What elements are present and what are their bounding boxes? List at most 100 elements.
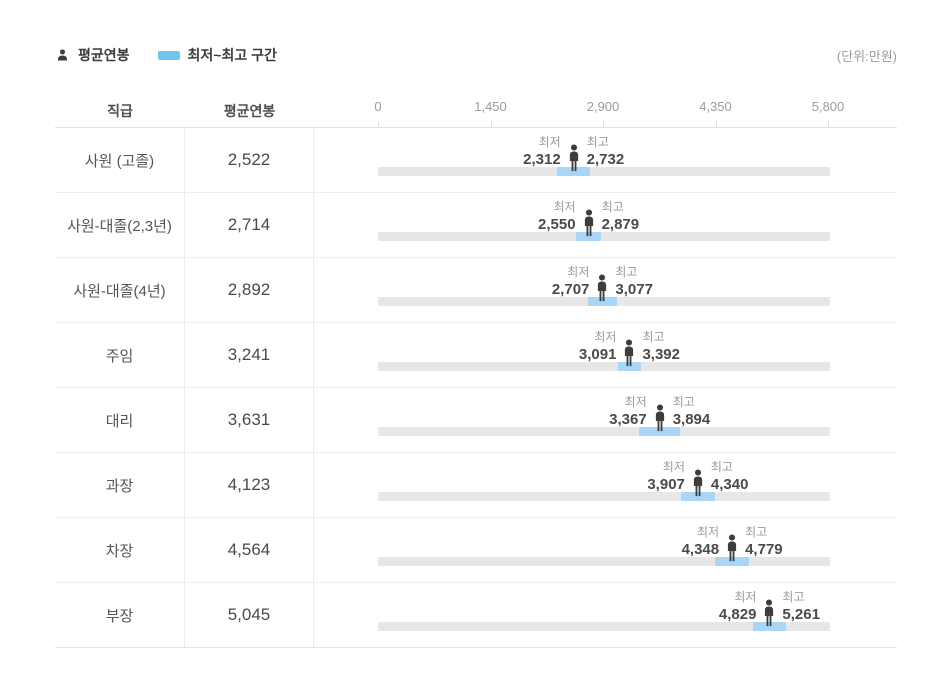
max-salary-group: 최고 5,261 [782, 590, 820, 624]
table-body: 사원 (고졸) 2,522 최저 2,312 최고 2,732 [55, 128, 897, 648]
axis-tick-mark [828, 122, 829, 127]
min-value: 2,312 [523, 151, 561, 168]
axis-tick-mark [378, 122, 379, 127]
range-chart-cell: 최저 2,550 최고 2,879 [314, 193, 897, 257]
table-row: 주임 3,241 최저 3,091 최고 3,392 [55, 323, 897, 388]
legend-range-item: 최저~최고 구간 [157, 45, 277, 65]
axis-tick-label: 2,900 [586, 99, 620, 114]
position-cell: 사원-대졸(2,3년) [55, 193, 185, 257]
axis-tick-label: 5,800 [811, 99, 845, 114]
range-chart-cell: 최저 4,829 최고 5,261 [314, 583, 897, 647]
avg-salary-value: 3,241 [227, 345, 271, 364]
range-swatch-icon [157, 50, 180, 60]
max-value: 2,879 [601, 216, 640, 233]
person-icon [618, 339, 640, 367]
table-row: 과장 4,123 최저 3,907 최고 4,340 [55, 453, 897, 518]
min-label: 최저 [538, 135, 561, 149]
max-label: 최고 [672, 395, 695, 409]
table-header: 직급 평균연봉 0 1,450 2,900 4,350 5,800 [55, 94, 897, 128]
position-label: 사원-대졸(4년) [73, 282, 166, 300]
position-label: 차장 [105, 542, 134, 560]
table-row: 대리 3,631 최저 3,367 최고 3,894 [55, 388, 897, 453]
salary-range-bar [588, 297, 617, 306]
avg-salary-value: 2,892 [227, 280, 271, 299]
position-cell: 부장 [55, 583, 185, 647]
salary-range-bar [617, 362, 642, 371]
avg-salary-cell: 3,631 [185, 388, 314, 452]
max-salary-group: 최고 3,077 [615, 265, 653, 299]
avg-salary-value: 4,564 [227, 540, 271, 559]
min-label: 최저 [734, 590, 757, 604]
min-value: 2,550 [538, 216, 576, 233]
max-salary-group: 최고 4,340 [711, 460, 749, 494]
min-salary-group: 최저 4,348 [682, 525, 720, 559]
avg-salary-value: 3,631 [227, 410, 271, 429]
salary-range-bar [639, 427, 681, 436]
min-label: 최저 [553, 200, 576, 214]
avg-salary-cell: 2,892 [185, 258, 314, 322]
position-label: 대리 [105, 412, 134, 430]
salary-track-bar [378, 232, 830, 241]
position-cell: 대리 [55, 388, 185, 452]
range-chart-cell: 최저 2,707 최고 3,077 [314, 258, 897, 322]
avg-salary-cell: 4,123 [185, 453, 314, 517]
min-label: 최저 [624, 395, 647, 409]
person-icon [563, 144, 585, 172]
min-label: 최저 [697, 525, 720, 539]
avg-salary-value: 5,045 [227, 605, 271, 624]
max-value: 4,779 [745, 541, 783, 558]
position-cell: 과장 [55, 453, 185, 517]
salary-table: 직급 평균연봉 0 1,450 2,900 4,350 5,800 사원 (고졸) 2,… [55, 94, 897, 648]
max-label: 최고 [710, 460, 733, 474]
salary-track-bar [378, 427, 830, 436]
range-chart-cell: 최저 4,348 최고 4,779 [314, 518, 897, 582]
salary-track-bar [378, 167, 830, 176]
table-row: 차장 4,564 최저 4,348 최고 4,779 [55, 518, 897, 583]
min-value: 4,348 [681, 541, 720, 558]
avg-salary-value: 2,522 [227, 150, 271, 169]
max-value: 3,077 [615, 281, 653, 298]
avg-salary-cell: 3,241 [185, 323, 314, 387]
max-salary-group: 최고 2,879 [602, 200, 640, 234]
header-avg: 평균연봉 [223, 102, 276, 119]
min-salary-group: 최저 2,550 [538, 200, 576, 234]
avg-salary-value: 4,123 [227, 475, 271, 494]
range-chart-cell: 최저 2,312 최고 2,732 [314, 128, 897, 192]
max-label: 최고 [782, 590, 805, 604]
avg-salary-cell: 2,714 [185, 193, 314, 257]
min-value: 2,707 [551, 281, 590, 298]
position-label: 부장 [105, 607, 134, 625]
salary-range-bar [575, 232, 602, 241]
max-salary-group: 최고 3,392 [642, 330, 680, 364]
axis-ticks: 0 1,450 2,900 4,350 5,800 [314, 94, 897, 127]
header-position: 직급 [107, 102, 133, 119]
legend-avg-item: 평균연봉 [55, 45, 130, 65]
table-row: 사원 (고졸) 2,522 최저 2,312 최고 2,732 [55, 128, 897, 193]
max-value: 2,732 [586, 151, 625, 168]
table-row: 부장 5,045 최저 4,829 최고 5,261 [55, 583, 897, 648]
min-salary-group: 최저 4,829 [719, 590, 757, 624]
max-value: 4,340 [710, 476, 749, 493]
salary-chart-page: 평균연봉 최저~최고 구간 (단위:만원) 직급 평균연봉 0 1,450 2,90… [55, 45, 897, 648]
min-label: 최저 [567, 265, 590, 279]
position-cell: 차장 [55, 518, 185, 582]
range-chart-cell: 최저 3,367 최고 3,894 [314, 388, 897, 452]
min-value: 4,829 [718, 606, 757, 623]
avg-salary-cell: 5,045 [185, 583, 314, 647]
axis-tick-mark [715, 122, 717, 127]
min-salary-group: 최저 3,091 [579, 330, 617, 364]
min-salary-group: 최저 3,367 [609, 395, 647, 429]
avg-salary-value: 2,714 [227, 215, 271, 234]
max-salary-group: 최고 2,732 [587, 135, 625, 169]
min-salary-group: 최저 2,707 [552, 265, 590, 299]
min-value: 3,091 [578, 346, 617, 363]
position-label: 과장 [105, 477, 134, 495]
unit-label: (단위:만원) [836, 48, 897, 64]
min-value: 3,907 [647, 476, 685, 493]
table-row: 사원-대졸(4년) 2,892 최저 2,707 최고 3,077 [55, 258, 897, 323]
min-salary-group: 최저 3,907 [647, 460, 685, 494]
axis-tick-label: 1,450 [474, 99, 507, 114]
axis-tick-label: 4,350 [699, 99, 732, 114]
max-salary-group: 최고 3,894 [673, 395, 711, 429]
salary-range-bar [681, 492, 715, 501]
